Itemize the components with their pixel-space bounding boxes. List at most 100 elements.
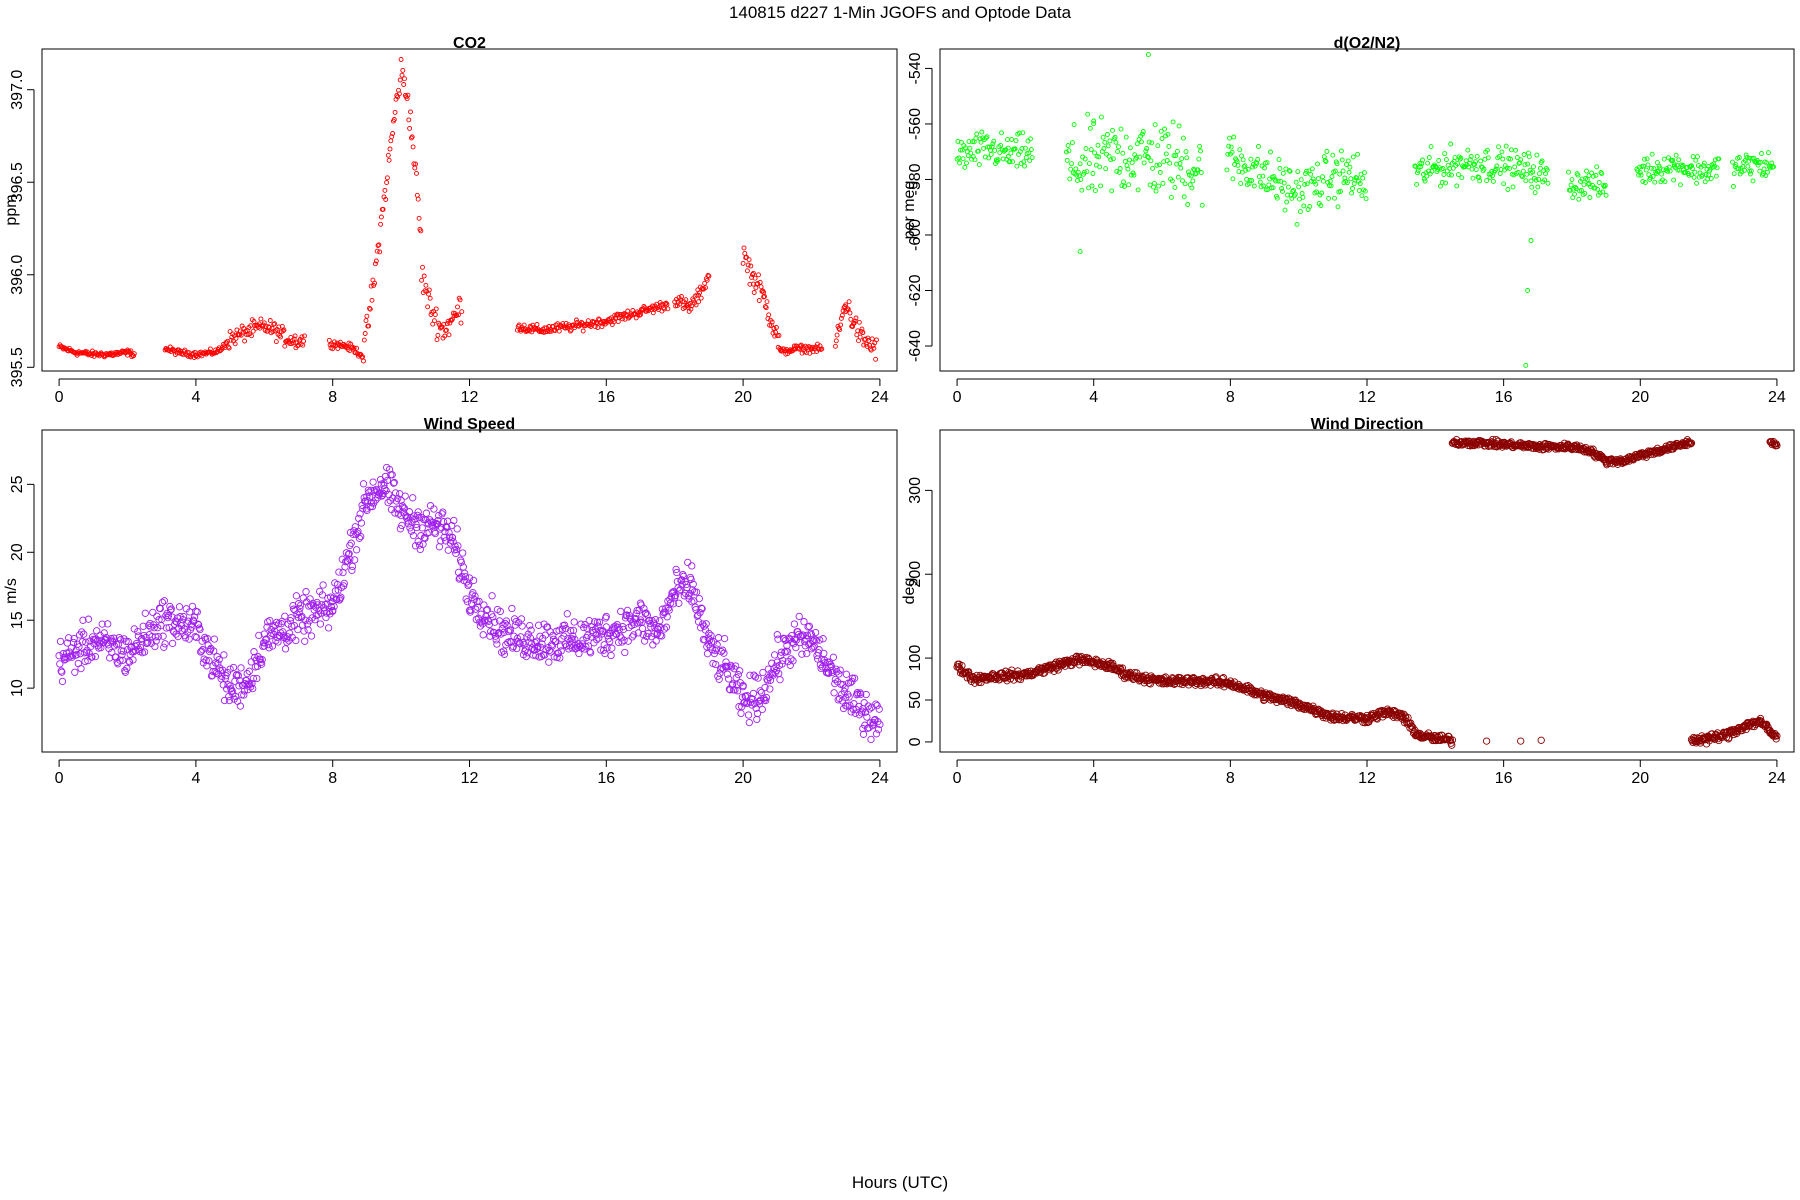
data-point (663, 613, 671, 621)
data-point (302, 333, 307, 339)
data-point (1539, 158, 1545, 164)
data-point (684, 592, 693, 600)
data-point (683, 297, 689, 303)
data-point (745, 718, 753, 727)
data-point (225, 344, 231, 350)
data-point (776, 676, 784, 684)
data-point (1237, 147, 1243, 153)
data-point (789, 657, 797, 665)
data-point (1645, 162, 1651, 168)
data-point (272, 636, 280, 645)
x-tick-label: 8 (1226, 770, 1235, 787)
data-point (999, 130, 1004, 136)
data-point (1150, 165, 1156, 171)
data-point (979, 129, 985, 135)
data-point (1418, 164, 1424, 170)
data-point (435, 332, 441, 338)
data-point (172, 630, 180, 638)
data-point (1122, 158, 1128, 164)
data-point (82, 638, 90, 646)
data-point (1119, 183, 1125, 189)
data-point (475, 597, 483, 606)
data-point (1090, 171, 1096, 176)
data-point (873, 701, 881, 710)
data-point (800, 618, 808, 626)
data-point (1747, 171, 1753, 177)
data-point (251, 319, 257, 324)
data-point (1442, 151, 1448, 157)
data-point (661, 306, 667, 312)
data-point (1687, 439, 1696, 447)
data-point (1180, 135, 1186, 141)
data-point (375, 243, 381, 248)
data-point (875, 705, 883, 713)
data-point (75, 643, 83, 651)
data-point (620, 636, 628, 644)
data-point (249, 674, 258, 683)
y-tick-label: 396.5 (9, 162, 26, 202)
data-point (1197, 143, 1203, 149)
data-point (653, 630, 661, 638)
data-point (197, 648, 205, 656)
data-point (1771, 164, 1776, 170)
x-tick-label: 16 (1495, 389, 1513, 406)
data-point (725, 675, 733, 683)
data-point (964, 160, 969, 166)
data-point (301, 338, 307, 344)
data-point (1671, 162, 1677, 168)
data-point (1472, 162, 1478, 167)
data-point (410, 512, 418, 520)
data-point (532, 651, 540, 660)
data-point (346, 555, 354, 563)
data-point (837, 327, 843, 333)
data-point (156, 604, 164, 613)
data-point (483, 605, 491, 614)
data-point (1748, 168, 1754, 174)
data-point (705, 636, 714, 644)
data-point (1291, 187, 1297, 193)
data-point (243, 669, 251, 678)
data-point (1520, 168, 1526, 174)
data-point (280, 328, 286, 334)
data-point (159, 632, 167, 640)
data-point (287, 614, 295, 622)
data-point (973, 135, 979, 141)
data-point (845, 306, 851, 312)
data-point (1067, 176, 1073, 182)
data-point (978, 139, 984, 145)
data-point (1569, 177, 1575, 183)
data-point (427, 295, 433, 301)
data-point (1439, 179, 1445, 185)
data-point (698, 605, 706, 613)
data-point (1012, 146, 1018, 152)
data-point (656, 617, 664, 625)
data-point (131, 351, 137, 357)
data-point (552, 637, 560, 646)
data-point (264, 618, 272, 626)
y-tick-label: -620 (907, 274, 924, 306)
data-point (532, 325, 538, 331)
data-point (671, 591, 680, 600)
data-point (267, 318, 273, 323)
data-point (869, 336, 875, 342)
data-point (726, 686, 734, 694)
data-point (1105, 143, 1111, 149)
data-point (205, 657, 213, 665)
data-point (1662, 179, 1668, 185)
data-point (1432, 163, 1438, 169)
data-point (1127, 145, 1133, 151)
data-point (1772, 735, 1780, 743)
data-point (557, 647, 565, 655)
data-point (1175, 174, 1181, 180)
data-point (391, 509, 399, 517)
data-point (361, 337, 367, 343)
data-point (545, 658, 553, 666)
data-point (1677, 182, 1683, 188)
data-point (758, 284, 764, 290)
data-point (1413, 164, 1419, 170)
data-point (998, 142, 1004, 148)
data-point (257, 660, 266, 668)
data-point (347, 539, 355, 547)
data-point (1169, 178, 1175, 184)
data-point (968, 150, 974, 156)
